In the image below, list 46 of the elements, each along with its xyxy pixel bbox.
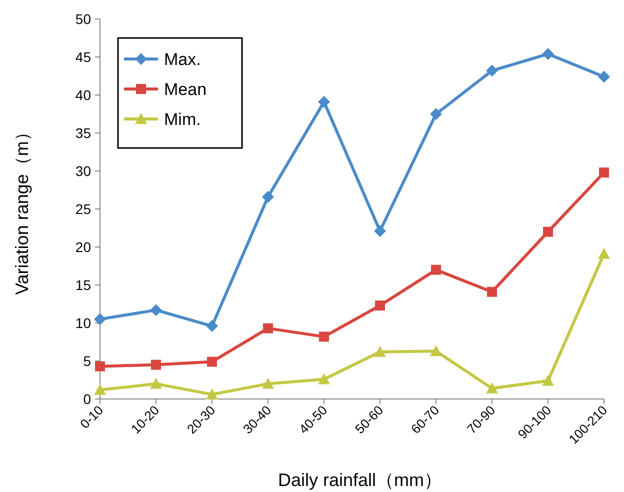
point: [318, 96, 330, 108]
y-axis-title: Variation range（m）: [12, 123, 32, 295]
point: [262, 190, 274, 203]
point: [431, 264, 441, 275]
point: [319, 332, 329, 342]
point: [486, 64, 498, 77]
point: [151, 360, 161, 370]
point: [375, 300, 385, 311]
point: [599, 168, 609, 178]
point: [374, 225, 386, 238]
y-tick-label: 40: [75, 87, 92, 103]
y-tick-label: 25: [75, 201, 92, 217]
legend-label: Mean: [164, 80, 207, 99]
point: [430, 345, 442, 356]
y-tick-label: 0: [83, 391, 92, 407]
y-tick-label: 15: [75, 277, 92, 293]
y-tick-label: 10: [75, 315, 92, 331]
point: [542, 374, 554, 386]
point: [598, 70, 610, 83]
point: [318, 373, 330, 384]
point: [150, 378, 162, 389]
point: [94, 384, 106, 395]
point: [598, 248, 610, 259]
y-tick-label: 50: [75, 11, 92, 27]
y-tick-label: 45: [75, 49, 92, 65]
point: [206, 320, 218, 332]
point: [206, 388, 218, 400]
legend-label: Max.: [164, 50, 201, 69]
point: [262, 378, 274, 389]
legend-label: Mim.: [164, 110, 201, 129]
point: [263, 323, 273, 334]
point: [374, 346, 386, 357]
y-tick-label: 20: [75, 239, 92, 255]
y-tick-label: 5: [83, 353, 92, 369]
point: [542, 48, 554, 60]
point: [430, 108, 442, 120]
point: [95, 361, 105, 372]
y-tick-label: 30: [75, 163, 92, 179]
point: [207, 356, 217, 367]
x-axis-title: Daily rainfall（mm）: [278, 470, 442, 490]
point: [487, 286, 497, 297]
point: [543, 226, 553, 237]
y-tick-label: 35: [75, 125, 92, 141]
point: [486, 382, 498, 394]
point: [94, 313, 106, 326]
point: [150, 304, 162, 316]
